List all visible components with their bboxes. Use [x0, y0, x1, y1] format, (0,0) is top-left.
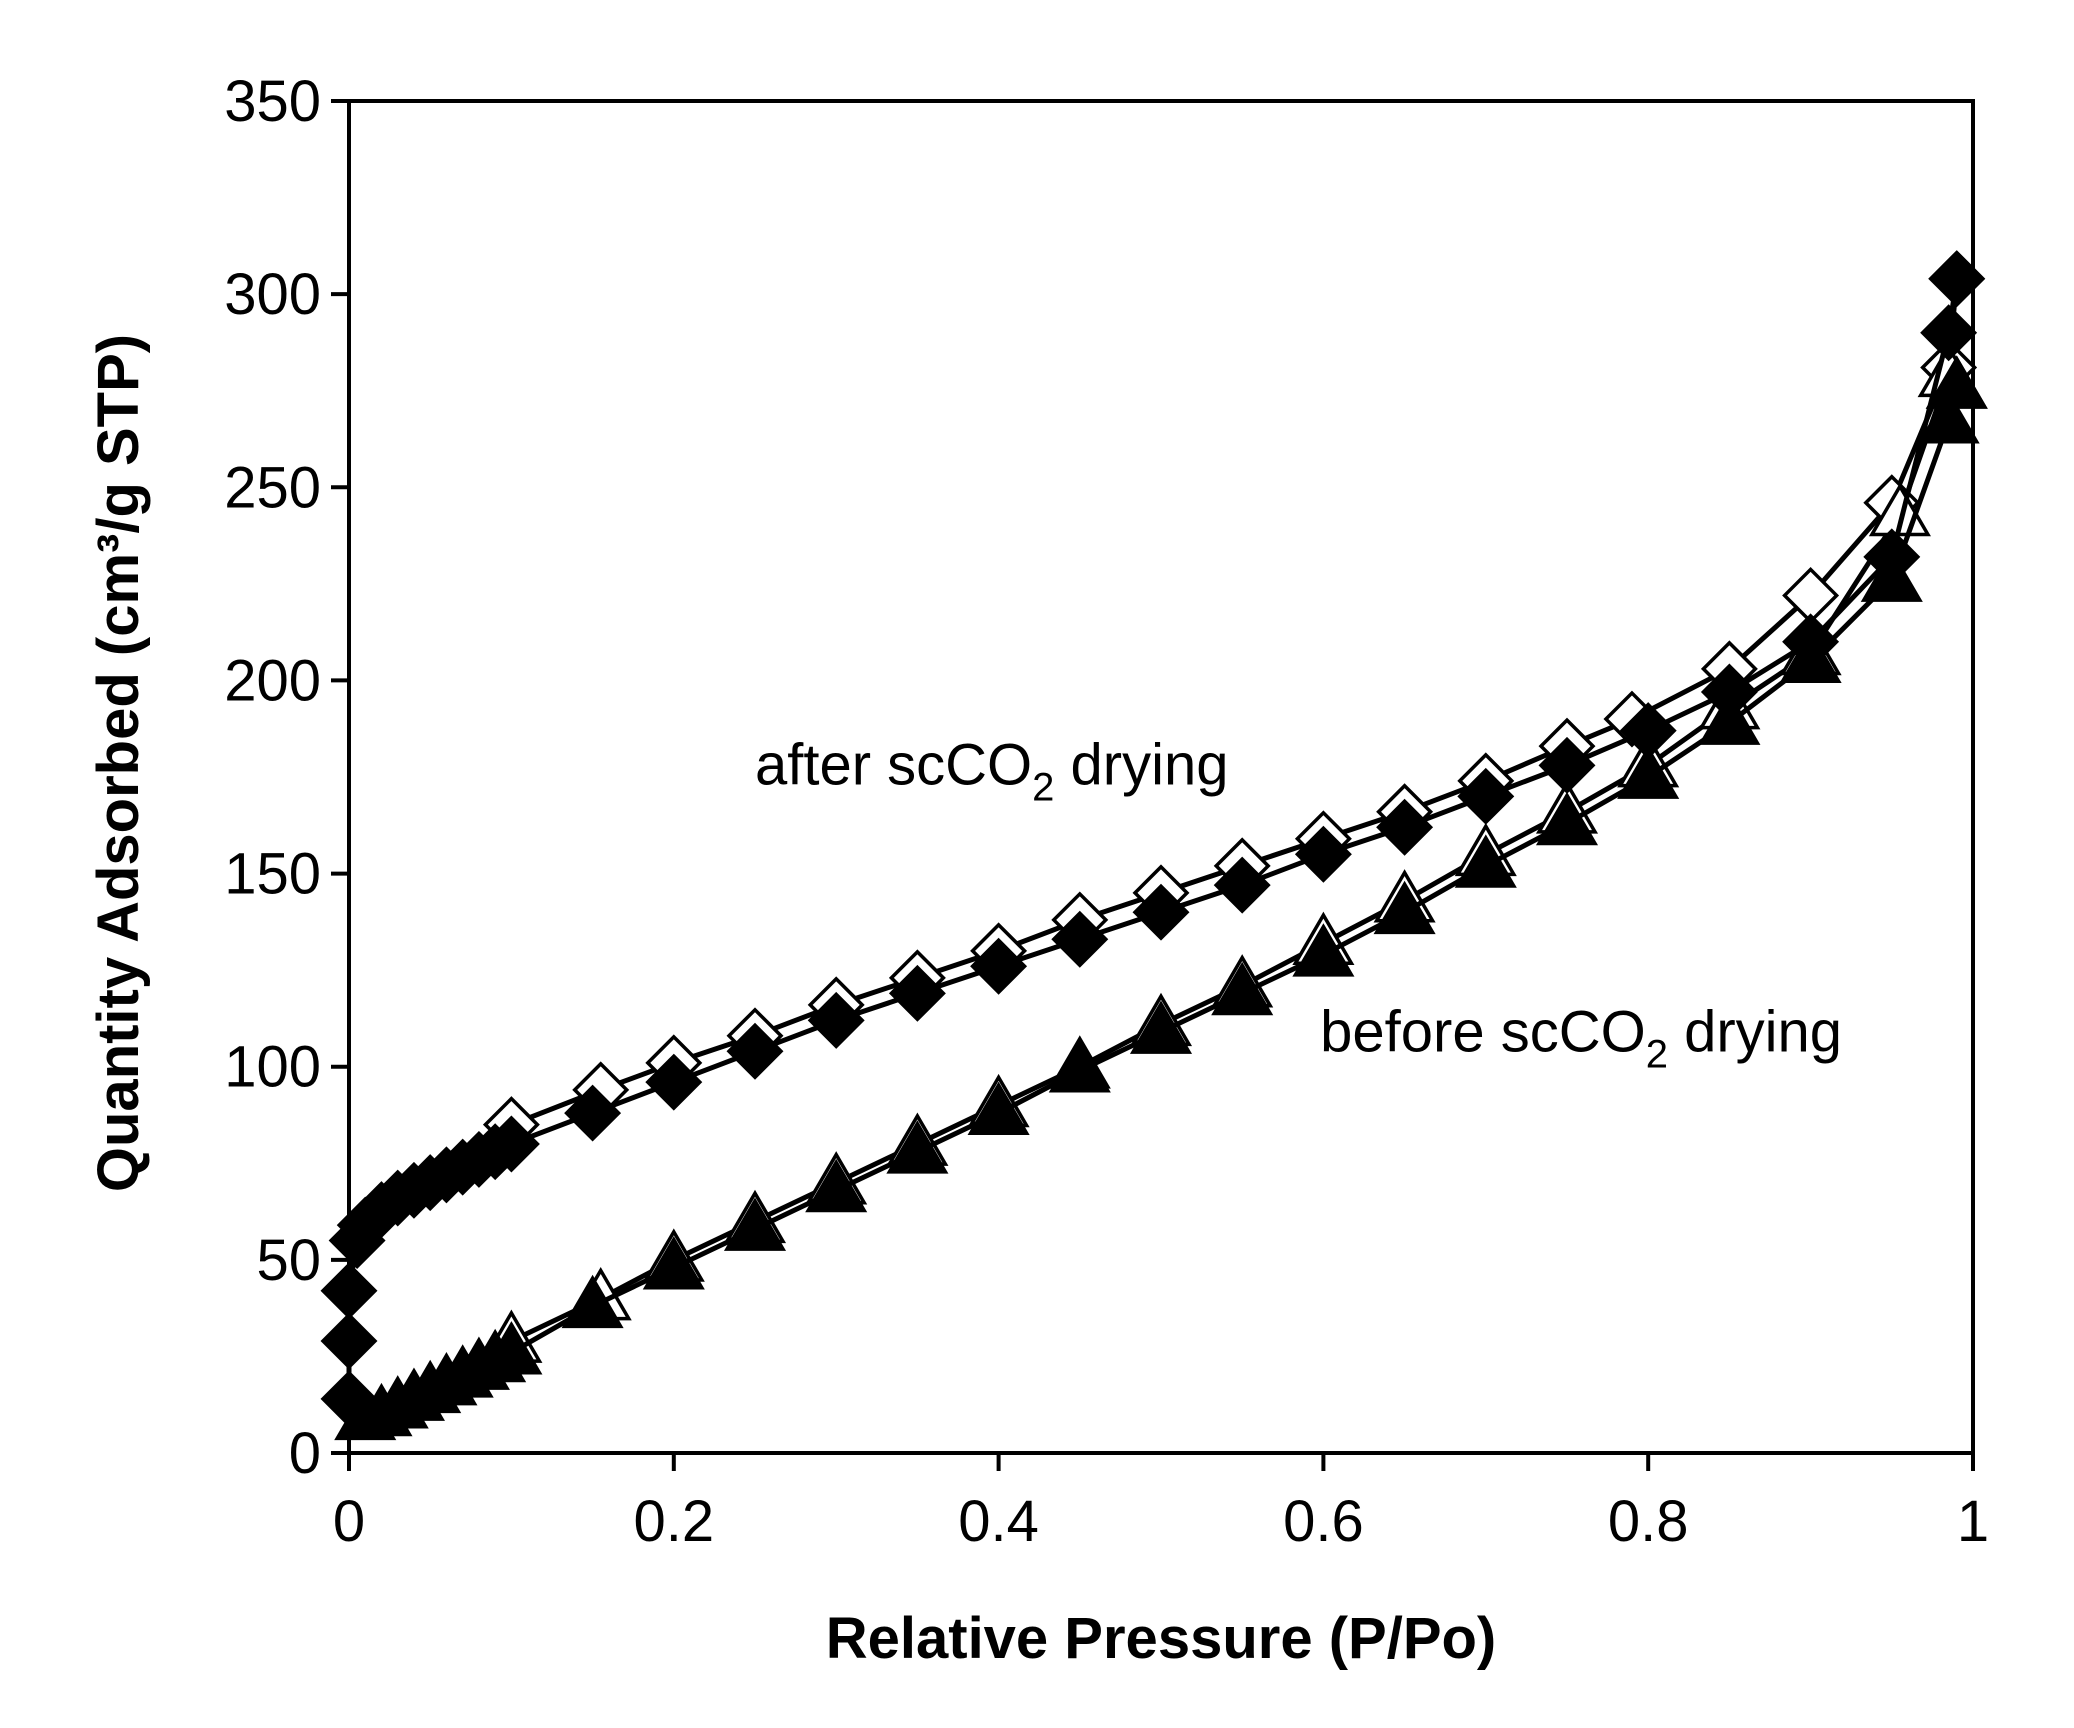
y-tick-label: 350	[224, 69, 321, 134]
data-point	[1376, 798, 1434, 856]
data-point	[1925, 355, 1988, 409]
x-tick-label: 0.6	[1283, 1489, 1364, 1554]
x-tick-label: 1	[1957, 1489, 1989, 1554]
data-point	[1457, 767, 1515, 825]
x-tick-label: 0.4	[958, 1489, 1039, 1554]
data-point	[1917, 390, 1980, 444]
data-point	[564, 1084, 622, 1142]
data-point	[645, 1053, 703, 1111]
data-point	[1048, 1039, 1111, 1093]
plot-frame	[347, 99, 1975, 1455]
data-point	[1779, 629, 1842, 684]
data-point	[1051, 910, 1109, 968]
y-axis-ticks: 0 50 100 150 200 250 300 350	[224, 69, 349, 1486]
data-point	[1535, 791, 1599, 846]
data-point	[1132, 883, 1190, 941]
x-tick-label: 0.8	[1608, 1489, 1689, 1554]
series-0	[320, 250, 1986, 1428]
data-point	[642, 1236, 705, 1290]
data-point	[1292, 923, 1355, 977]
y-tick-label: 0	[289, 1421, 321, 1486]
data-point	[1294, 825, 1352, 883]
y-tick-label: 250	[224, 455, 321, 520]
data-point	[1698, 691, 1761, 745]
data-point	[320, 1312, 378, 1370]
data-point	[807, 991, 865, 1049]
data-point	[723, 1197, 787, 1251]
data-point	[1920, 304, 1978, 362]
plot-area	[347, 99, 1975, 1455]
data-point	[1454, 834, 1517, 888]
x-tick-label: 0	[333, 1489, 365, 1554]
data-point	[482, 1115, 540, 1173]
data-point	[480, 1321, 543, 1375]
data-point	[320, 1262, 378, 1320]
y-tick-label: 100	[224, 1035, 321, 1100]
data-point	[1211, 961, 1274, 1016]
data-point	[1129, 1000, 1193, 1054]
data-point	[1213, 856, 1271, 914]
x-tick-label: 0.2	[633, 1489, 714, 1554]
series-line	[346, 278, 1960, 1399]
data-point	[1373, 880, 1436, 935]
data-point	[561, 1274, 624, 1329]
data-point	[886, 1120, 949, 1174]
y-tick-label: 300	[224, 262, 321, 327]
data-point	[1538, 736, 1596, 794]
data-point	[1860, 548, 1923, 602]
data-point	[967, 1081, 1030, 1135]
series-layer	[320, 250, 1988, 1441]
series-2	[334, 355, 1988, 1441]
data-point	[1928, 250, 1986, 308]
annotation-before: before scCO2 drying	[1320, 999, 1842, 1076]
annotation-after: after scCO2 drying	[755, 733, 1229, 810]
data-point	[1617, 745, 1680, 799]
data-point	[970, 937, 1028, 995]
data-point	[805, 1158, 868, 1213]
data-point	[726, 1022, 784, 1080]
x-axis-ticks: 0 0.2 0.4 0.6 0.8 1	[333, 1453, 1989, 1554]
y-tick-label: 50	[256, 1228, 321, 1293]
x-axis-title: Relative Pressure (P/Po)	[826, 1606, 1497, 1671]
annotation-layer: after scCO2 drying before scCO2 drying	[755, 733, 1842, 1077]
y-tick-label: 200	[224, 648, 321, 713]
data-point	[888, 964, 946, 1022]
y-axis-title: Quantity Adsorbed (cm³/g STP)	[86, 334, 151, 1192]
y-tick-label: 150	[224, 842, 321, 907]
